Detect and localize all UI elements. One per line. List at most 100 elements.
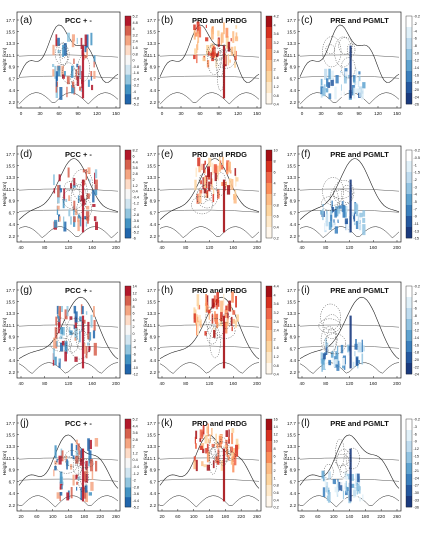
colorbar-segment xyxy=(406,227,412,239)
field-cell xyxy=(197,30,200,43)
dashed-contour xyxy=(64,450,79,467)
x-tick-label: 0 xyxy=(20,111,23,116)
field-cell xyxy=(220,165,224,170)
colorbar-segment xyxy=(125,497,131,508)
y-tick-label: 13.3 xyxy=(147,311,156,316)
field-cell xyxy=(355,68,358,78)
field-cell xyxy=(235,444,239,457)
panel-d: (d) PCC + - 2.2 4.4 6.7 8.9 11.1 13.3 15.5 17.7 He… xyxy=(2,145,139,250)
colorbar-tick-label: -3 xyxy=(414,425,417,429)
field-cell xyxy=(60,327,64,335)
colorbar-segment xyxy=(125,364,131,375)
colorbar-segment xyxy=(406,452,412,464)
field-cell xyxy=(87,438,90,451)
panel-l: (l) PRE and PGMLT 2.2 4.4 6.7 8.9 11.1 13.3 15.5… xyxy=(283,414,420,519)
field-cell xyxy=(207,423,209,437)
y-tick-label: 15.5 xyxy=(147,433,156,438)
y-tick-label: 13.3 xyxy=(147,41,156,46)
field-cell xyxy=(93,70,96,79)
field-cell xyxy=(71,85,75,94)
y-tick-label: 8.9 xyxy=(290,468,297,473)
field-cell xyxy=(339,491,342,499)
colorbar-tick-label: -1.2 xyxy=(133,472,140,476)
field-cell xyxy=(84,55,87,59)
field-cell xyxy=(57,314,60,319)
field-cell xyxy=(354,222,356,226)
colorbar-tick-label: 0.4 xyxy=(274,498,279,502)
colorbar-tick-label: 0.8 xyxy=(274,364,279,368)
field-cell xyxy=(217,38,219,45)
colorbar-tick-label: -21 xyxy=(414,469,420,473)
colorbar-frame xyxy=(405,418,413,508)
colorbar-tick-label: 14 xyxy=(274,425,278,429)
field-cell xyxy=(322,87,326,97)
field-cell xyxy=(93,55,96,62)
field-cell xyxy=(224,186,226,191)
field-cell xyxy=(94,438,99,447)
colorbar-tick-label: -26 xyxy=(414,103,420,107)
y-tick-label: 11.1 xyxy=(147,187,156,192)
field-cell xyxy=(203,163,205,173)
field-cell xyxy=(332,354,335,364)
colorbar-tick-label: -9 xyxy=(414,215,417,219)
field-cell xyxy=(331,200,333,214)
field-cell xyxy=(358,71,361,75)
field-cell xyxy=(204,175,208,188)
x-tick-label: 140 xyxy=(65,514,73,519)
x-tick-label: 60 xyxy=(34,514,40,519)
y-tick-label: 15.5 xyxy=(147,30,156,35)
colorbar-tick-label: 0 xyxy=(133,59,135,63)
colorbar-segment xyxy=(406,49,412,61)
field-cell xyxy=(79,216,82,227)
panel-k: (k) PRD and PRDG 2.2 4.4 6.7 8.9 11.1 13.3 15.5 1… xyxy=(143,414,279,519)
colorbar-tick-label: 0.8 xyxy=(133,52,138,56)
x-tick-label: 80 xyxy=(183,381,189,386)
field-cell xyxy=(344,471,348,481)
field-cell xyxy=(212,460,215,469)
field-cell xyxy=(326,495,329,501)
colorbar-segment xyxy=(266,441,272,453)
y-tick-label: 11.1 xyxy=(287,187,296,192)
colorbar-segment xyxy=(125,94,131,105)
field-cell xyxy=(58,216,61,222)
field-cell xyxy=(72,184,76,188)
colorbar-tick-label: -2.4 xyxy=(133,77,140,81)
field-cell xyxy=(340,84,342,96)
y-tick-label: 15.5 xyxy=(287,300,296,305)
y-tick-label: 4.4 xyxy=(150,88,157,93)
colorbar-segment xyxy=(266,419,272,431)
colorbar-segment xyxy=(125,218,131,229)
field-cell xyxy=(216,299,220,307)
field-cell xyxy=(75,69,78,80)
x-tick-label: 260 xyxy=(253,514,261,519)
x-tick-label: 120 xyxy=(93,111,101,116)
field-cell xyxy=(94,172,96,184)
dashed-contour xyxy=(338,37,353,55)
field-cell xyxy=(226,185,231,195)
dashed-contour xyxy=(322,177,344,206)
colorbar-segment xyxy=(406,419,412,431)
panel-label: (e) xyxy=(161,149,173,160)
field-cell xyxy=(72,455,75,460)
colorbar-segment xyxy=(125,189,131,200)
colorbar-frame xyxy=(124,418,132,508)
field-cell xyxy=(333,359,336,368)
field-cell xyxy=(227,41,231,52)
field-cell xyxy=(326,481,330,493)
field-cell xyxy=(358,224,362,231)
field-cell xyxy=(73,205,75,216)
dashed-contour xyxy=(208,447,218,475)
panel-label: (b) xyxy=(161,15,173,26)
dashed-contour xyxy=(215,322,236,339)
field-cell xyxy=(196,294,200,307)
y-tick-label: 13.3 xyxy=(147,175,156,180)
field-cell xyxy=(224,309,228,318)
colorbar-segment xyxy=(125,169,131,180)
y-tick-label: 2.2 xyxy=(150,100,157,105)
x-tick-label: 260 xyxy=(112,514,120,519)
colorbar-segment xyxy=(125,477,131,488)
field-cell xyxy=(327,492,331,503)
y-tick-label: 6.7 xyxy=(150,479,157,484)
colorbar-tick-label: 2.4 xyxy=(274,329,279,333)
colorbar-segment xyxy=(266,183,272,195)
